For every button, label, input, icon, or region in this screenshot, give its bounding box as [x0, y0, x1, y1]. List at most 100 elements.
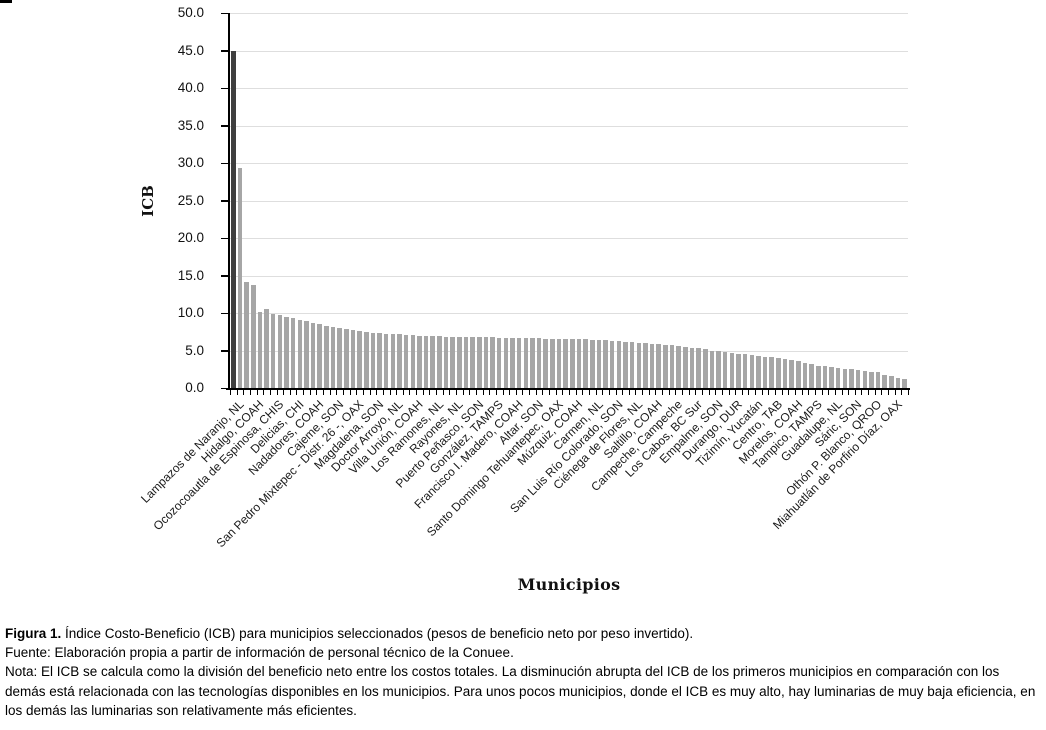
x-tick-mark: [648, 390, 650, 395]
x-tick-mark: [289, 390, 291, 395]
x-tick-mark: [622, 390, 624, 395]
x-tick-mark: [695, 390, 697, 395]
bar: [802, 362, 808, 388]
bar: [251, 285, 256, 388]
x-tick-mark: [755, 390, 757, 395]
x-tick-mark: [821, 390, 823, 395]
y-tick-label: 30.0: [177, 155, 204, 170]
x-tick-mark: [429, 390, 431, 395]
x-tick-mark: [602, 390, 604, 395]
bar: [550, 338, 555, 388]
gridline: [230, 125, 908, 127]
bar: [816, 365, 821, 388]
caption-figure-number: Figura 1.: [5, 626, 62, 641]
x-tick-mark: [263, 390, 265, 395]
bar: [277, 315, 283, 388]
x-tick-mark: [296, 390, 298, 395]
x-tick-mark: [269, 390, 271, 395]
x-tick-mark: [588, 390, 590, 395]
bar: [364, 331, 369, 388]
x-tick-mark: [309, 390, 311, 395]
x-axis-title: Municipios: [517, 575, 621, 594]
bar: [583, 339, 588, 388]
y-tick-label: 20.0: [177, 230, 204, 245]
bar: [643, 343, 648, 388]
bar: [902, 379, 907, 388]
bar: [231, 50, 236, 388]
bar: [423, 335, 429, 388]
bar: [503, 337, 509, 388]
x-tick-mark: [549, 390, 551, 395]
x-tick-mark: [462, 390, 464, 395]
bar: [543, 338, 548, 388]
x-tick-mark: [848, 390, 850, 395]
bar: [383, 333, 389, 388]
x-tick-mark: [662, 390, 664, 395]
y-tick-label: 35.0: [177, 117, 204, 133]
bar: [736, 353, 741, 388]
bar: [729, 352, 735, 388]
x-tick-mark: [894, 390, 896, 395]
x-tick-mark: [668, 390, 670, 395]
bar: [855, 370, 861, 388]
x-tick-mark: [249, 390, 251, 395]
bar: [776, 358, 781, 388]
icb-bar-chart: ICB Municipios 50.0 45.0 40.0 35.0 30.0 25.0 2…: [138, 5, 910, 594]
x-tick-mark: [781, 390, 783, 395]
x-tick-mark: [901, 390, 903, 395]
bar: [590, 339, 595, 388]
bar: [324, 325, 329, 388]
x-tick-mark: [682, 390, 683, 395]
x-tick-mark: [795, 390, 796, 395]
x-tick-mark: [688, 390, 690, 395]
bar: [809, 364, 814, 388]
x-tick-mark: [635, 390, 637, 395]
x-tick-mark: [868, 390, 870, 395]
gridline: [230, 350, 908, 352]
bar: [683, 346, 688, 388]
bar: [882, 374, 887, 388]
bar: [822, 366, 828, 388]
bar: [337, 328, 342, 388]
bar: [290, 318, 296, 388]
page-edge-mark: [0, 0, 12, 3]
bar: [237, 168, 243, 388]
bar: [703, 349, 708, 388]
bar: [430, 336, 435, 388]
x-tick-mark: [801, 390, 803, 395]
bar: [330, 327, 336, 388]
x-tick-mark: [735, 390, 737, 395]
y-tick-mark: [221, 350, 228, 352]
bar: [350, 329, 356, 388]
caption-note: Nota: El ICB se calcula como la división…: [5, 664, 1036, 718]
figure-caption: Figura 1. Índice Costo-Beneficio (ICB) p…: [5, 624, 1043, 720]
bar: [895, 377, 901, 388]
bar: [397, 334, 402, 388]
y-tick-mark: [221, 50, 228, 52]
x-tick-mark: [828, 390, 830, 395]
x-tick-mark: [396, 390, 398, 395]
caption-source-line: Fuente: Elaboración propia a partir de i…: [5, 645, 514, 661]
gridline: [230, 88, 908, 89]
bar: [463, 337, 469, 388]
bar: [716, 351, 721, 388]
bar: [603, 340, 608, 388]
bar: [310, 322, 316, 388]
y-tick-label: 50.0: [177, 5, 204, 20]
x-tick-mark: [701, 390, 703, 395]
bar: [443, 336, 449, 388]
x-tick-mark: [908, 390, 909, 395]
gridline: [230, 50, 908, 52]
bar: [417, 335, 422, 388]
bar: [344, 328, 349, 388]
x-tick-mark: [356, 390, 358, 395]
bar: [596, 340, 602, 388]
bar: [496, 337, 502, 388]
bar: [357, 331, 362, 388]
x-tick-mark: [628, 390, 630, 395]
y-tick-mark: [221, 387, 228, 390]
y-tick-mark: [221, 162, 228, 165]
bar: [835, 367, 841, 388]
bar: [829, 367, 834, 388]
x-tick-mark: [861, 390, 863, 395]
